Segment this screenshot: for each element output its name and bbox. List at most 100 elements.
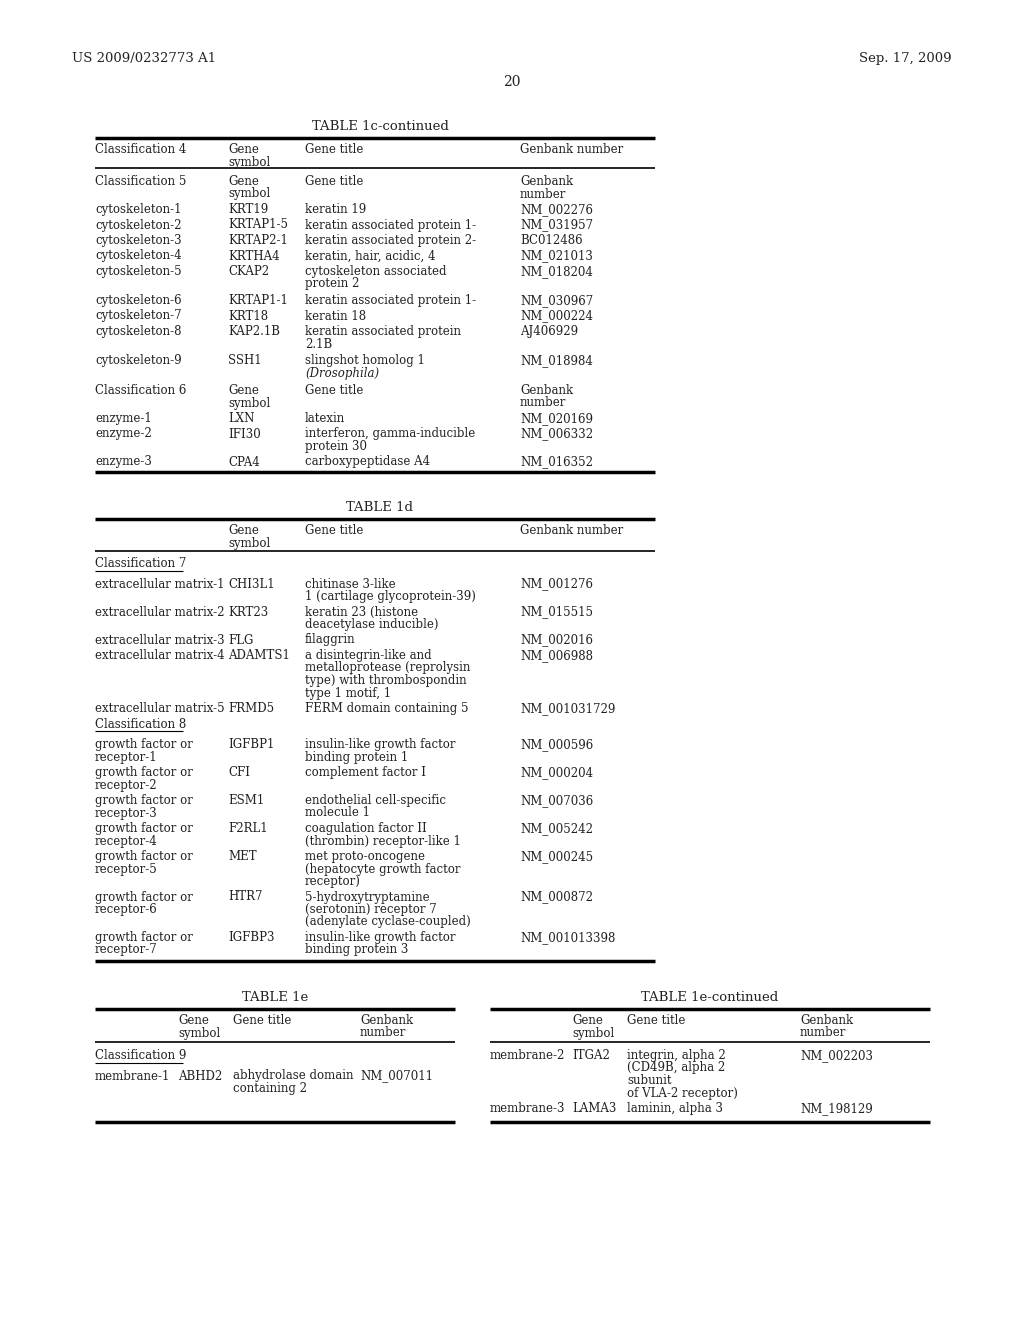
Text: protein 2: protein 2 <box>305 277 359 290</box>
Text: binding protein 3: binding protein 3 <box>305 944 409 957</box>
Text: cytoskeleton-1: cytoskeleton-1 <box>95 203 181 216</box>
Text: NM_006988: NM_006988 <box>520 649 593 663</box>
Text: NM_002276: NM_002276 <box>520 203 593 216</box>
Text: MET: MET <box>228 850 257 863</box>
Text: growth factor or: growth factor or <box>95 795 193 807</box>
Text: NM_016352: NM_016352 <box>520 455 593 469</box>
Text: CHI3L1: CHI3L1 <box>228 578 274 590</box>
Text: NM_000596: NM_000596 <box>520 738 593 751</box>
Text: receptor-1: receptor-1 <box>95 751 158 763</box>
Text: ADAMTS1: ADAMTS1 <box>228 649 290 663</box>
Text: AJ406929: AJ406929 <box>520 325 579 338</box>
Text: extracellular matrix-5: extracellular matrix-5 <box>95 702 224 715</box>
Text: Gene: Gene <box>572 1014 603 1027</box>
Text: FRMD5: FRMD5 <box>228 702 274 715</box>
Text: US 2009/0232773 A1: US 2009/0232773 A1 <box>72 51 216 65</box>
Text: NM_001031729: NM_001031729 <box>520 702 615 715</box>
Text: cytoskeleton associated: cytoskeleton associated <box>305 265 446 279</box>
Text: type 1 motif, 1: type 1 motif, 1 <box>305 686 391 700</box>
Text: Gene title: Gene title <box>305 384 364 397</box>
Text: NM_000204: NM_000204 <box>520 766 593 779</box>
Text: receptor-3: receptor-3 <box>95 807 158 820</box>
Text: carboxypeptidase A4: carboxypeptidase A4 <box>305 455 430 469</box>
Text: coagulation factor II: coagulation factor II <box>305 822 427 836</box>
Text: Genbank: Genbank <box>360 1014 413 1027</box>
Text: growth factor or: growth factor or <box>95 850 193 863</box>
Text: Classification 7: Classification 7 <box>95 557 186 570</box>
Text: insulin-like growth factor: insulin-like growth factor <box>305 931 456 944</box>
Text: keratin 19: keratin 19 <box>305 203 367 216</box>
Text: KRTAP1-1: KRTAP1-1 <box>228 294 288 308</box>
Text: 20: 20 <box>503 75 521 88</box>
Text: number: number <box>520 187 566 201</box>
Text: KRTHA4: KRTHA4 <box>228 249 280 263</box>
Text: deacetylase inducible): deacetylase inducible) <box>305 618 438 631</box>
Text: growth factor or: growth factor or <box>95 891 193 903</box>
Text: KRT19: KRT19 <box>228 203 268 216</box>
Text: Gene: Gene <box>228 384 259 397</box>
Text: membrane-1: membrane-1 <box>95 1069 170 1082</box>
Text: Genbank: Genbank <box>520 176 573 187</box>
Text: Gene: Gene <box>228 143 259 156</box>
Text: cytoskeleton-6: cytoskeleton-6 <box>95 294 181 308</box>
Text: NM_020169: NM_020169 <box>520 412 593 425</box>
Text: (thrombin) receptor-like 1: (thrombin) receptor-like 1 <box>305 834 461 847</box>
Text: Gene title: Gene title <box>233 1014 292 1027</box>
Text: Classification 9: Classification 9 <box>95 1049 186 1063</box>
Text: Genbank number: Genbank number <box>520 143 624 156</box>
Text: CFI: CFI <box>228 766 250 779</box>
Text: cytoskeleton-3: cytoskeleton-3 <box>95 234 181 247</box>
Text: (Drosophila): (Drosophila) <box>305 367 379 380</box>
Text: NM_018984: NM_018984 <box>520 354 593 367</box>
Text: keratin associated protein 1-: keratin associated protein 1- <box>305 219 476 231</box>
Text: Gene: Gene <box>228 524 259 537</box>
Text: FLG: FLG <box>228 634 253 647</box>
Text: extracellular matrix-3: extracellular matrix-3 <box>95 634 224 647</box>
Text: binding protein 1: binding protein 1 <box>305 751 409 763</box>
Text: TABLE 1e-continued: TABLE 1e-continued <box>641 991 778 1005</box>
Text: NM_001013398: NM_001013398 <box>520 931 615 944</box>
Text: cytoskeleton-2: cytoskeleton-2 <box>95 219 181 231</box>
Text: containing 2: containing 2 <box>233 1082 307 1096</box>
Text: membrane-3: membrane-3 <box>490 1102 565 1115</box>
Text: HTR7: HTR7 <box>228 891 262 903</box>
Text: Classification 6: Classification 6 <box>95 384 186 397</box>
Text: cytoskeleton-8: cytoskeleton-8 <box>95 325 181 338</box>
Text: KRT23: KRT23 <box>228 606 268 619</box>
Text: KRTAP2-1: KRTAP2-1 <box>228 234 288 247</box>
Text: keratin associated protein 1-: keratin associated protein 1- <box>305 294 476 308</box>
Text: NM_198129: NM_198129 <box>800 1102 872 1115</box>
Text: (hepatocyte growth factor: (hepatocyte growth factor <box>305 862 461 875</box>
Text: enzyme-1: enzyme-1 <box>95 412 152 425</box>
Text: TABLE 1e: TABLE 1e <box>242 991 308 1005</box>
Text: IFI30: IFI30 <box>228 428 261 441</box>
Text: keratin associated protein: keratin associated protein <box>305 325 461 338</box>
Text: NM_002016: NM_002016 <box>520 634 593 647</box>
Text: receptor-2: receptor-2 <box>95 779 158 792</box>
Text: TABLE 1d: TABLE 1d <box>346 502 414 513</box>
Text: of VLA-2 receptor): of VLA-2 receptor) <box>627 1086 738 1100</box>
Text: metalloprotease (reprolysin: metalloprotease (reprolysin <box>305 661 470 675</box>
Text: membrane-2: membrane-2 <box>490 1049 565 1063</box>
Text: molecule 1: molecule 1 <box>305 807 370 820</box>
Text: Gene: Gene <box>178 1014 209 1027</box>
Text: IGFBP3: IGFBP3 <box>228 931 274 944</box>
Text: NM_015515: NM_015515 <box>520 606 593 619</box>
Text: Genbank: Genbank <box>520 384 573 397</box>
Text: ESM1: ESM1 <box>228 795 264 807</box>
Text: cytoskeleton-7: cytoskeleton-7 <box>95 309 181 322</box>
Text: complement factor I: complement factor I <box>305 766 426 779</box>
Text: NM_000224: NM_000224 <box>520 309 593 322</box>
Text: extracellular matrix-4: extracellular matrix-4 <box>95 649 224 663</box>
Text: NM_018204: NM_018204 <box>520 265 593 279</box>
Text: Gene: Gene <box>228 176 259 187</box>
Text: NM_030967: NM_030967 <box>520 294 593 308</box>
Text: cytoskeleton-9: cytoskeleton-9 <box>95 354 181 367</box>
Text: integrin, alpha 2: integrin, alpha 2 <box>627 1049 726 1063</box>
Text: Classification 4: Classification 4 <box>95 143 186 156</box>
Text: insulin-like growth factor: insulin-like growth factor <box>305 738 456 751</box>
Text: abhydrolase domain: abhydrolase domain <box>233 1069 353 1082</box>
Text: a disintegrin-like and: a disintegrin-like and <box>305 649 432 663</box>
Text: symbol: symbol <box>228 187 270 201</box>
Text: CKAP2: CKAP2 <box>228 265 269 279</box>
